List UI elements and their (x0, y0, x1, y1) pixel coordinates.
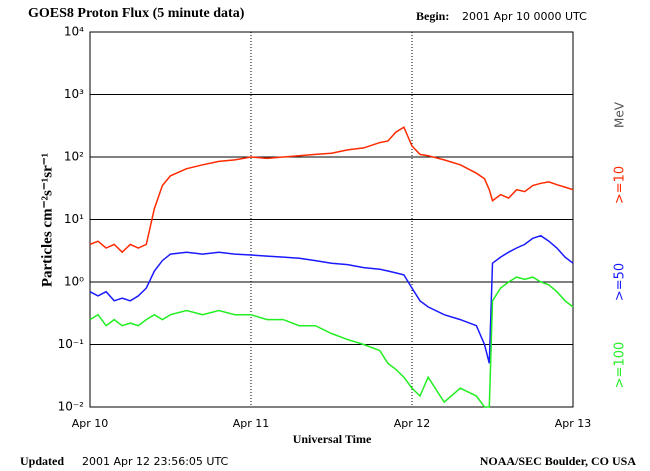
y-tick-label: 10² (64, 150, 84, 164)
units-label: MeV (613, 101, 627, 128)
series-line (89, 276, 574, 408)
x-tick-label: Apr 10 (72, 417, 109, 430)
series-line (89, 234, 574, 364)
begin-label: Begin: (416, 9, 449, 23)
y-tick-label: 10⁰ (64, 275, 84, 289)
credit: NOAA/SEC Boulder, CO USA (480, 454, 637, 468)
x-axis-label: Universal Time (293, 432, 372, 446)
x-tick-label: Apr 13 (555, 417, 592, 430)
plot-frame (89, 31, 574, 408)
begin-value: 2001 Apr 10 0000 UTC (462, 10, 587, 23)
x-tick-label: Apr 11 (233, 417, 270, 430)
legend-label: >=50 (613, 263, 628, 301)
legend-label: >=100 (613, 342, 628, 389)
y-tick-label: 10⁻¹ (58, 337, 85, 351)
series-line (89, 126, 574, 254)
updated-value: 2001 Apr 12 23:56:05 UTC (82, 455, 229, 468)
y-tick-label: 10⁻² (58, 400, 85, 414)
y-tick-label: 10⁴ (64, 25, 84, 39)
chart-title: GOES8 Proton Flux (5 minute data) (28, 6, 245, 21)
x-tick-label: Apr 12 (394, 417, 431, 430)
y-tick-label: 10³ (64, 87, 84, 101)
legend-label: >=10 (613, 166, 628, 204)
y-tick-label: 10¹ (64, 212, 84, 226)
y-axis-label: Particles cm⁻²s⁻¹sr⁻¹ (39, 153, 55, 287)
updated-label: Updated (20, 454, 64, 468)
